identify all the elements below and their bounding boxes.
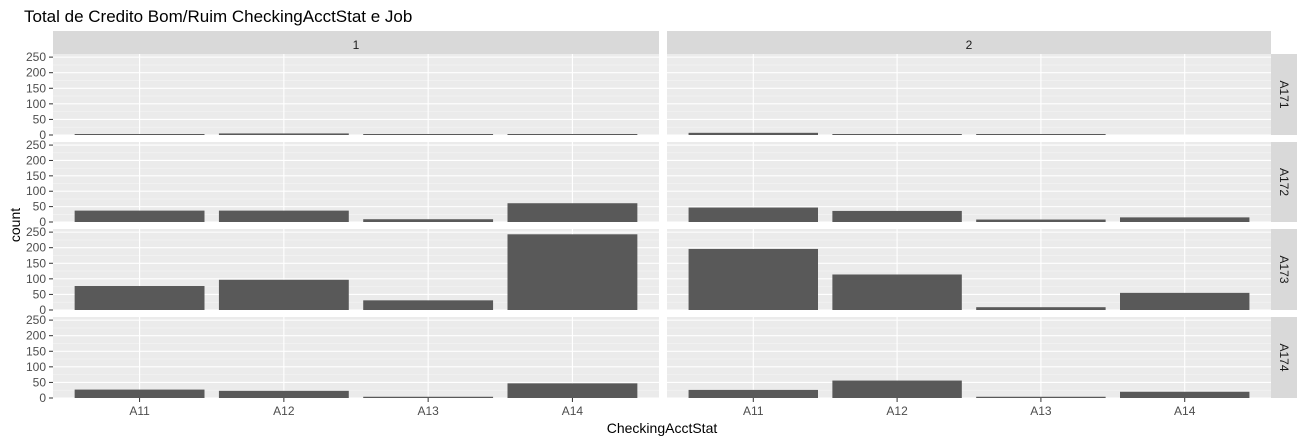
- bar-a13: [363, 219, 494, 222]
- row-strip-label: A172: [1277, 168, 1291, 196]
- bar-a11: [74, 134, 205, 135]
- y-tick-label: 100: [26, 272, 46, 286]
- x-tick-label: A14: [562, 404, 584, 418]
- y-tick-label: 50: [33, 200, 47, 214]
- panel-a174-1: [53, 317, 659, 399]
- bar-a12: [218, 210, 349, 222]
- x-tick-label: A12: [273, 404, 295, 418]
- x-tick-label: A14: [1174, 404, 1196, 418]
- panel-a171-1: [53, 54, 659, 136]
- y-tick-label: 150: [26, 256, 46, 270]
- bar-a11: [74, 286, 205, 310]
- bar-a11: [688, 132, 818, 135]
- row-strip-label: A171: [1277, 80, 1291, 108]
- bar-a13: [976, 134, 1106, 135]
- bar-a13: [363, 134, 494, 135]
- y-tick-label: 50: [33, 287, 47, 301]
- column-strip-label: 2: [966, 38, 973, 52]
- y-tick-label: 150: [26, 81, 46, 95]
- bar-a12: [218, 279, 349, 310]
- y-tick-label: 200: [26, 329, 46, 343]
- bar-a11: [688, 248, 818, 310]
- bar-a14: [507, 203, 638, 222]
- bar-a14: [1120, 217, 1250, 222]
- row-strip-a173: [1271, 229, 1297, 310]
- bar-a11: [688, 389, 818, 398]
- row-strip-label: A174: [1277, 343, 1291, 371]
- y-tick-label: 50: [33, 112, 47, 126]
- row-strip-label: A173: [1277, 255, 1291, 283]
- bar-a11: [688, 207, 818, 222]
- y-tick-label: 50: [33, 375, 47, 389]
- column-strip-2: [667, 31, 1271, 58]
- bar-a14: [507, 383, 638, 398]
- panel-background: [53, 54, 659, 135]
- panel-a173-1: [53, 229, 659, 311]
- x-tick-label: A12: [886, 404, 908, 418]
- panel-a173-2: [667, 229, 1271, 311]
- y-tick-label: 0: [39, 128, 46, 142]
- x-tick-label: A13: [1030, 404, 1052, 418]
- bar-a12: [832, 274, 962, 310]
- panel-a172-2: [667, 142, 1271, 223]
- y-tick-label: 200: [26, 153, 46, 167]
- panel-background: [667, 317, 1271, 398]
- y-tick-label: 150: [26, 344, 46, 358]
- bar-a13: [976, 307, 1106, 310]
- y-tick-label: 100: [26, 360, 46, 374]
- bar-a14: [507, 234, 638, 310]
- y-tick-label: 150: [26, 169, 46, 183]
- y-tick-label: 100: [26, 184, 46, 198]
- y-tick-label: 250: [26, 225, 46, 239]
- bar-a12: [832, 134, 962, 135]
- y-tick-label: 250: [26, 313, 46, 327]
- y-tick-label: 0: [39, 391, 46, 405]
- bar-a13: [363, 396, 494, 398]
- y-tick-label: 0: [39, 215, 46, 229]
- bar-a14: [1120, 391, 1250, 398]
- bar-a12: [218, 390, 349, 398]
- facet-panels: 1 2A171A172A173A1740501001502002500501001…: [26, 31, 1297, 418]
- y-tick-label: 200: [26, 241, 46, 255]
- panel-a171-2: [667, 54, 1271, 136]
- x-tick-label: A11: [129, 404, 150, 418]
- panel-a174-2: [667, 317, 1271, 399]
- bar-a13: [976, 219, 1106, 222]
- y-tick-label: 250: [26, 50, 46, 64]
- bar-a11: [74, 389, 205, 398]
- row-strip-a171: [1271, 54, 1297, 135]
- chart-title: Total de Credito Bom/Ruim CheckingAcctSt…: [24, 7, 412, 26]
- column-strip-label: 1: [353, 38, 360, 52]
- bar-a14: [1120, 292, 1250, 310]
- x-axis-label: CheckingAcctStat: [607, 420, 718, 436]
- bar-a14: [507, 134, 638, 135]
- x-tick-label: A11: [743, 404, 764, 418]
- y-tick-label: 250: [26, 138, 46, 152]
- bar-a12: [832, 210, 962, 222]
- bar-a12: [832, 380, 962, 398]
- y-tick-label: 0: [39, 303, 46, 317]
- row-strip-a172: [1271, 142, 1297, 222]
- bar-a13: [976, 396, 1106, 398]
- bar-a12: [218, 133, 349, 135]
- column-strip-1: [53, 31, 659, 58]
- y-tick-label: 200: [26, 66, 46, 80]
- x-tick-label: A13: [417, 404, 439, 418]
- y-axis-label: count: [7, 208, 23, 242]
- bar-a11: [74, 210, 205, 222]
- row-strip-a174: [1271, 317, 1297, 398]
- panel-a172-1: [53, 142, 659, 223]
- panel-background: [667, 54, 1271, 135]
- bar-a13: [363, 300, 494, 310]
- y-tick-label: 100: [26, 97, 46, 111]
